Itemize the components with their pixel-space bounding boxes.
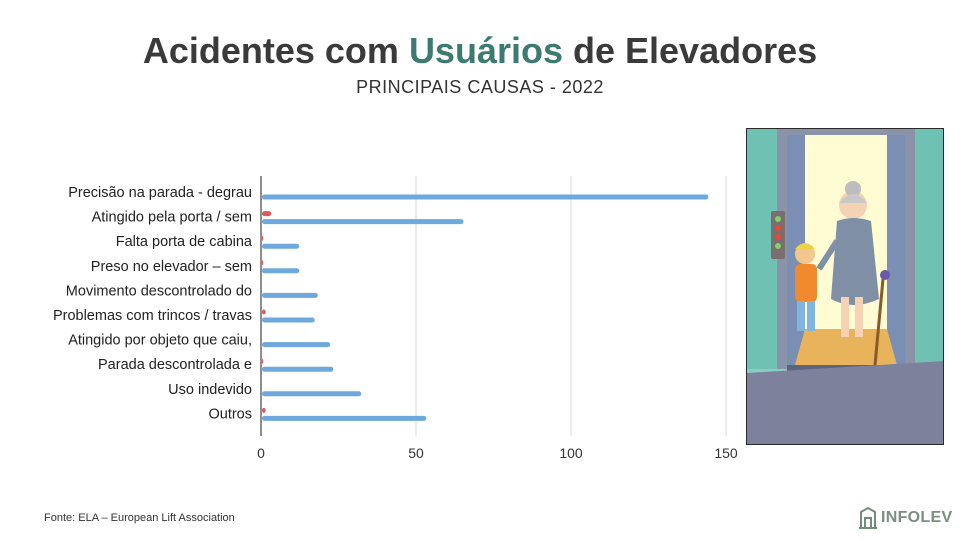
bar-series0-3	[262, 260, 264, 266]
bar-series1-2	[262, 243, 300, 249]
bar-series1-1	[262, 219, 464, 225]
bar-series1-5	[262, 317, 315, 323]
category-label-8: Uso indevido	[168, 382, 252, 398]
page-title: Acidentes com Usuários de Elevadores	[0, 30, 960, 72]
building-logo-icon	[859, 506, 877, 529]
category-label-2: Falta porta de cabina	[116, 234, 253, 250]
page-subtitle: PRINCIPAIS CAUSAS - 2022	[356, 77, 604, 97]
bar-chart: 0 50 100 150 Precisão na parada - degrau Atin…	[53, 176, 738, 461]
bar-series1-3	[262, 268, 300, 274]
bar-series1-9	[262, 415, 427, 421]
bar-series0-9	[262, 407, 266, 413]
bar-series0-1	[262, 211, 272, 217]
category-label-9: Outros	[208, 406, 252, 422]
bar-series1-8	[262, 391, 362, 397]
category-label-5: Problemas com trincos / travas	[53, 308, 252, 324]
bar-series0-2	[262, 235, 264, 241]
bar-series1-7	[262, 366, 334, 372]
category-label-3: Preso no elevador – sem	[91, 259, 252, 275]
source-note: Fonte: ELA – European Lift Association	[44, 512, 235, 524]
x-tick-label-0: 0	[257, 445, 265, 461]
title-part-2: de Elevadores	[563, 30, 818, 71]
x-tick-label-50: 50	[408, 445, 424, 461]
category-label-6: Atingido por objeto que caiu,	[68, 333, 252, 349]
x-tick-label-150: 150	[714, 445, 738, 461]
category-label-1: Atingido pela porta / sem	[92, 210, 252, 226]
bar-series1-4	[262, 292, 318, 298]
infolev-logo: INFOLEV	[858, 505, 952, 531]
title-highlight: Usuários	[408, 30, 563, 71]
category-label-4: Movimento descontrolado do	[66, 283, 252, 299]
category-label-0: Precisão na parada - degrau	[68, 185, 252, 201]
bar-series0-5	[262, 309, 266, 315]
bar-series1-6	[262, 342, 331, 348]
category-label-7: Parada descontrolada e	[98, 357, 252, 373]
bar-series0-7	[262, 358, 264, 364]
logo-text: INFOLEV	[881, 509, 953, 526]
bar-series1-0	[262, 194, 709, 200]
elevator-illustration	[746, 128, 944, 445]
title-part-1: Acidentes com	[142, 30, 409, 71]
x-tick-label-100: 100	[559, 445, 583, 461]
